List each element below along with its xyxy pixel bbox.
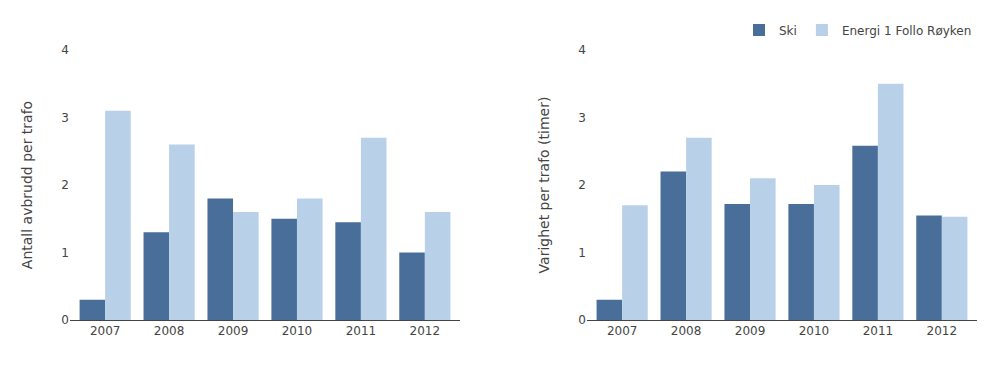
svg-text:3: 3 — [578, 111, 586, 125]
svg-text:Energi 1 Follo Røyken: Energi 1 Follo Røyken — [842, 24, 971, 38]
svg-text:Antall avbrudd per trafo: Antall avbrudd per trafo — [19, 101, 35, 269]
svg-text:2008: 2008 — [671, 324, 702, 338]
svg-text:2007: 2007 — [607, 324, 638, 338]
svg-text:Ski: Ski — [779, 24, 797, 38]
svg-text:Varighet per trafo (timer): Varighet per trafo (timer) — [536, 97, 552, 274]
svg-text:0: 0 — [61, 313, 69, 327]
svg-text:4: 4 — [578, 43, 586, 57]
svg-text:2010: 2010 — [799, 324, 830, 338]
svg-text:2: 2 — [61, 178, 69, 192]
svg-text:3: 3 — [61, 111, 69, 125]
svg-text:1: 1 — [578, 246, 586, 260]
svg-text:2012: 2012 — [410, 324, 441, 338]
svg-text:2012: 2012 — [927, 324, 958, 338]
svg-text:2010: 2010 — [282, 324, 313, 338]
svg-text:1: 1 — [61, 246, 69, 260]
svg-text:0: 0 — [578, 313, 586, 327]
svg-text:2008: 2008 — [154, 324, 185, 338]
svg-text:2011: 2011 — [863, 324, 894, 338]
svg-text:2: 2 — [578, 178, 586, 192]
svg-text:4: 4 — [61, 43, 69, 57]
svg-text:2009: 2009 — [218, 324, 249, 338]
svg-text:2009: 2009 — [735, 324, 766, 338]
svg-text:2011: 2011 — [346, 324, 377, 338]
svg-text:2007: 2007 — [90, 324, 121, 338]
